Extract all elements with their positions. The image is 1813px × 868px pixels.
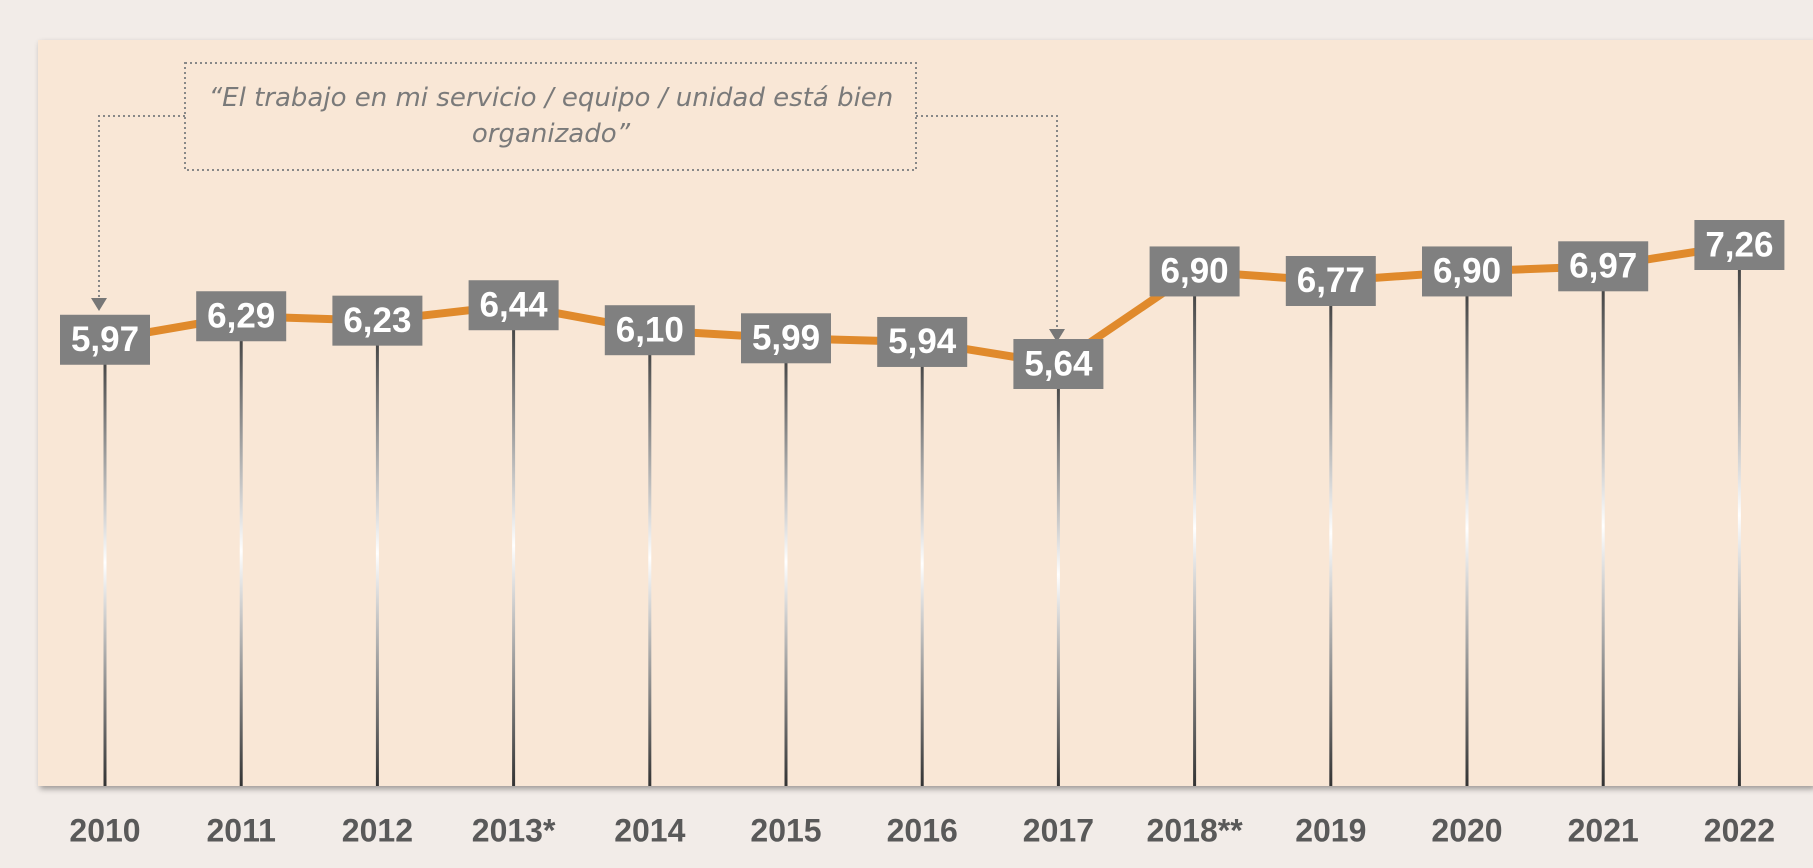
data-label: 5,94 (888, 322, 957, 361)
label-box (877, 316, 968, 367)
label-box (1013, 339, 1104, 389)
data-label: 6,77 (1297, 261, 1365, 300)
annotation-connector (98, 115, 185, 308)
x-tick-label: 2018** (1147, 812, 1244, 848)
plot-area (38, 40, 1813, 786)
x-tick-label: 2022 (1704, 812, 1775, 848)
x-tick-label: 2014 (614, 812, 685, 848)
data-label: 6,97 (1569, 247, 1637, 286)
label-box (196, 291, 287, 342)
arrow-head (91, 298, 107, 311)
drop-line (239, 316, 243, 786)
drop-line (103, 339, 107, 786)
drop-line (648, 330, 652, 786)
data-label: 5,64 (1024, 344, 1093, 383)
drop-line (920, 341, 924, 786)
label-box (468, 280, 559, 331)
data-label: 6,90 (1161, 252, 1229, 291)
arrow-head (1049, 329, 1065, 342)
label-box (1694, 220, 1785, 270)
data-label: 6,90 (1433, 252, 1501, 291)
x-tick-label: 2020 (1431, 812, 1502, 848)
drop-line (1193, 271, 1197, 786)
annotation-box (184, 62, 917, 171)
x-tick-label: 2011 (206, 812, 275, 848)
data-label: 7,26 (1705, 225, 1773, 264)
data-label: 6,29 (207, 297, 275, 336)
drop-line (1465, 271, 1469, 786)
data-label: 5,99 (752, 319, 820, 358)
x-tick-label: 2013* (472, 812, 556, 848)
x-tick-label: 2019 (1295, 812, 1366, 848)
x-tick-label: 2015 (750, 812, 821, 848)
label-box (1422, 246, 1512, 297)
label-box (60, 314, 150, 365)
x-tick-label: 2010 (69, 812, 140, 848)
label-box (741, 313, 831, 364)
data-label: 6,10 (616, 310, 684, 349)
drop-line (1737, 245, 1741, 786)
drop-line (1329, 280, 1333, 786)
drop-line (512, 305, 516, 786)
drop-line (1056, 364, 1060, 786)
x-tick-label: 2016 (887, 812, 958, 848)
label-box (1558, 241, 1649, 292)
x-tick-label: 2017 (1023, 812, 1094, 848)
x-tick-label: 2021 (1568, 812, 1639, 848)
label-box (1285, 255, 1376, 306)
label-box (604, 305, 695, 356)
data-label: 6,44 (480, 285, 549, 324)
drop-line (1601, 266, 1605, 786)
data-label: 5,97 (71, 320, 139, 359)
label-box (1149, 246, 1240, 297)
annotation-connector (916, 115, 1058, 339)
drop-line (784, 338, 788, 786)
data-label: 6,23 (343, 301, 411, 340)
label-box (332, 295, 423, 346)
x-tick-label: 2012 (342, 812, 413, 848)
drop-line (375, 320, 379, 786)
annotation: “El trabajo en mi servicio / equipo / un… (208, 83, 894, 149)
